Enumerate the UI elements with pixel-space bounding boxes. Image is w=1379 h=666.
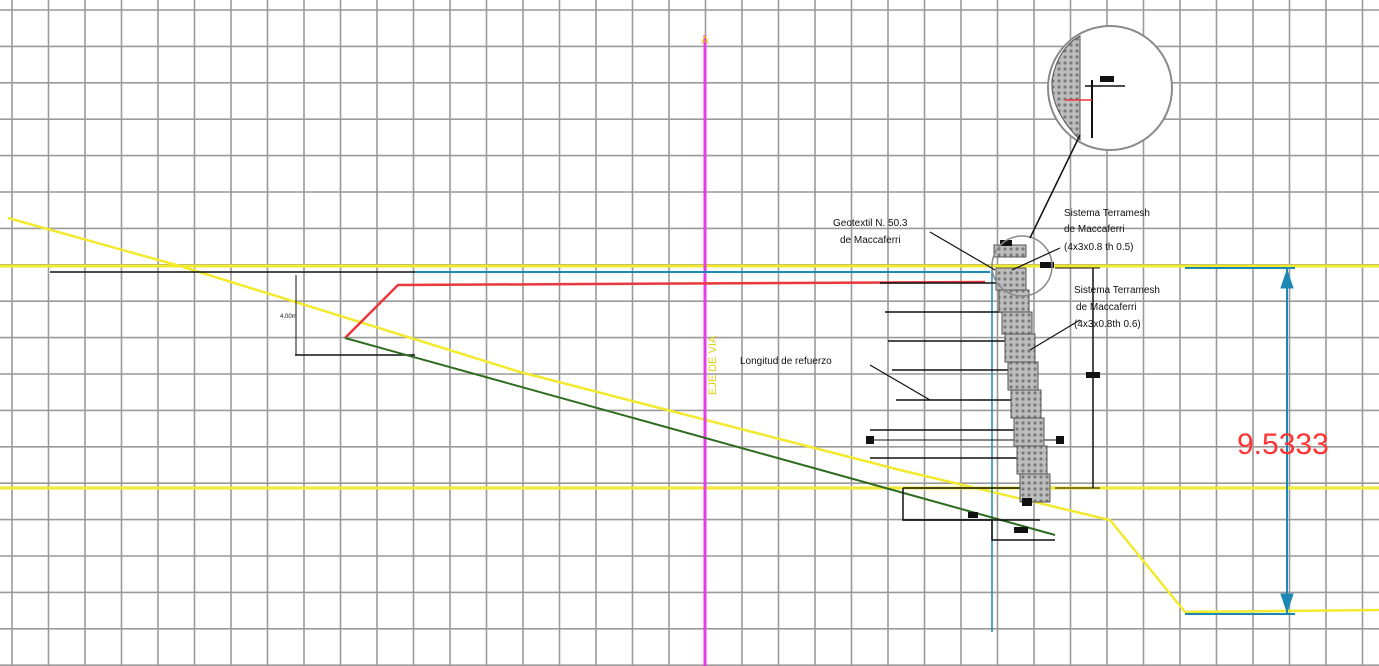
reinforcement-label: Longitud de refuerzo — [740, 356, 832, 367]
red-excavation-line — [344, 280, 986, 339]
terramesh-mid-leader — [1029, 319, 1081, 351]
terramesh-top-leader — [1011, 247, 1061, 271]
gabion-wall — [995, 267, 1051, 503]
green-excavation-line — [344, 337, 1056, 536]
geotextile-label-1: Geotextil N. 50.3 — [833, 218, 908, 229]
terramesh-mid-label-3: (4x3x0.8th 0.6) — [1074, 319, 1141, 330]
terramesh-mid-label-2: de Maccaferri — [1076, 302, 1137, 313]
axis-label: EJE DE VIA — [707, 335, 719, 395]
geotextile-leader — [929, 231, 996, 271]
base-footing — [902, 488, 1055, 541]
axis-marker: A — [701, 33, 709, 47]
geotextile-label-2: de Maccaferri — [840, 235, 901, 246]
reinforcement-leader — [869, 364, 931, 401]
terramesh-top-label-3: (4x3x0.8 th 0.5) — [1064, 242, 1133, 253]
terramesh-top-label-2: de Maccaferri — [1064, 224, 1125, 235]
terramesh-top-label-1: Sistema Terramesh — [1064, 208, 1150, 219]
terrain-profile — [7, 216, 1379, 614]
detail-leader — [1029, 134, 1081, 239]
height-dim-arrow-bottom — [1280, 593, 1294, 614]
terramesh-mid-label-1: Sistema Terramesh — [1074, 285, 1160, 296]
detail-small-circle — [991, 235, 1053, 297]
height-dim-arrow-top — [1280, 268, 1294, 289]
small-dim-label: 4.00m — [280, 314, 297, 320]
height-dimension-value: 9.5333 — [1237, 428, 1329, 461]
